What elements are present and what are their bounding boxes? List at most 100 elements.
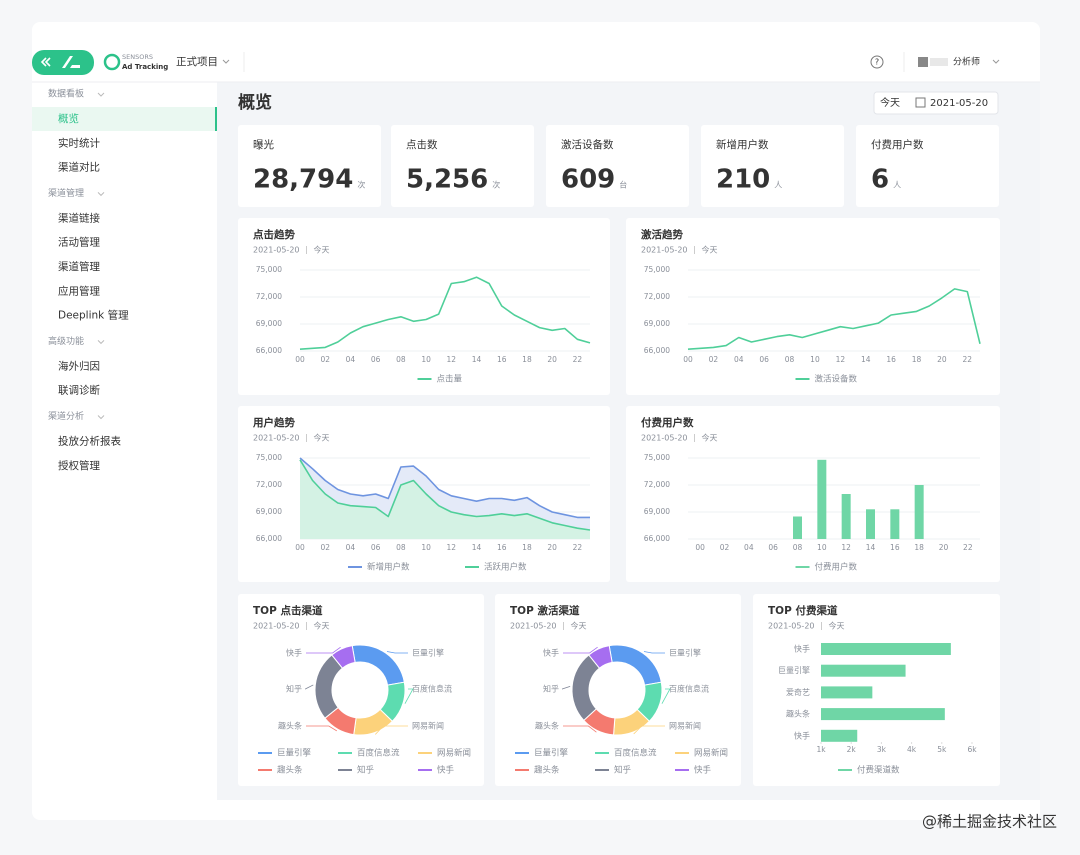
- kpi-unit: 人: [893, 181, 901, 190]
- date-picker[interactable]: [873, 91, 999, 115]
- nav-item[interactable]: 活动管理: [58, 236, 100, 249]
- x-tick-label: 10: [421, 355, 431, 364]
- x-tick-label: 00: [695, 543, 705, 552]
- x-tick-label: 22: [963, 355, 973, 364]
- kpi-label: 点击数: [406, 138, 438, 151]
- nav-item[interactable]: 渠道对比: [58, 161, 100, 174]
- legend-label: 点击量: [437, 374, 463, 385]
- kpi-unit: 人: [774, 181, 782, 190]
- donut-segment: [588, 645, 613, 669]
- y-tick-label: 69,000: [256, 319, 282, 328]
- date-preset: 今天: [880, 96, 900, 109]
- page-title: 概览: [238, 92, 272, 113]
- chart-card: [626, 406, 1000, 582]
- x-tick-label: 14: [472, 543, 482, 552]
- legend-label: 趣头条: [534, 765, 560, 776]
- brand-icon: [103, 53, 121, 71]
- y-tick-label: 66,000: [256, 534, 282, 543]
- leader-line: [661, 688, 671, 704]
- x-tick-label: 1k: [816, 745, 826, 754]
- chart-title: 点击趋势: [253, 228, 295, 241]
- chart-range: 今天: [314, 433, 330, 443]
- kpi-card: [701, 125, 844, 207]
- leader-line: [563, 725, 597, 733]
- leader-line: [305, 684, 314, 690]
- caret: [97, 340, 105, 345]
- x-tick-label: 14: [866, 543, 876, 552]
- slice-label: 知乎: [286, 684, 302, 694]
- slice-label: 快手: [543, 648, 559, 658]
- y-tick-label: 66,000: [644, 534, 670, 543]
- nav-item[interactable]: 渠道管理: [58, 260, 100, 273]
- chart-range: 今天: [314, 245, 330, 255]
- x-tick-label: 16: [890, 543, 900, 552]
- nav-item[interactable]: 应用管理: [58, 284, 100, 297]
- kpi-label: 付费用户数: [871, 138, 924, 151]
- user-name[interactable]: 分析师: [953, 56, 980, 68]
- area: [300, 459, 590, 539]
- nav-item[interactable]: 实时统计: [58, 136, 100, 149]
- bar: [914, 485, 924, 539]
- kpi-card: [546, 125, 689, 207]
- leader-line: [562, 686, 571, 690]
- nav-item[interactable]: 联调诊断: [58, 384, 100, 397]
- x-tick-label: 20: [939, 543, 949, 552]
- slice-label: 快手: [286, 648, 302, 658]
- caret: [222, 59, 230, 64]
- legend-label: 巨量引擎: [534, 748, 569, 759]
- x-tick-label: 08: [396, 543, 406, 552]
- chart-date: 2021-05-20: [253, 246, 300, 255]
- chart-card: [495, 594, 741, 786]
- x-tick-label: 12: [841, 543, 851, 552]
- watermark: @稀土掘金技术社区: [922, 813, 1057, 831]
- x-tick-label: 08: [785, 355, 795, 364]
- legend-label: 巨量引擎: [277, 748, 312, 759]
- project-select[interactable]: 正式项目: [176, 55, 218, 68]
- brand: SENSORS: [122, 53, 153, 61]
- bar: [817, 459, 827, 539]
- kpi-unit: 台: [619, 180, 627, 190]
- help-icon[interactable]: [870, 55, 884, 69]
- date: 2021-05-20: [930, 98, 988, 109]
- nav-item[interactable]: 投放分析报表: [58, 435, 121, 448]
- nav-item[interactable]: 海外归因: [58, 359, 100, 372]
- x-tick-label: 04: [346, 543, 356, 552]
- bar: [821, 664, 906, 677]
- caret: [97, 192, 105, 197]
- leader-line: [386, 651, 408, 654]
- collapse-button[interactable]: [32, 50, 94, 75]
- x-tick-label: 14: [861, 355, 871, 364]
- bar: [821, 708, 945, 721]
- x-tick-label: 04: [346, 355, 356, 364]
- legend-label: 知乎: [357, 765, 375, 776]
- kpi-label: 新增用户数: [716, 138, 769, 151]
- nav-item[interactable]: Deeplink 管理: [58, 309, 129, 322]
- y-tick-label: 66,000: [644, 346, 670, 355]
- bar: [821, 643, 951, 655]
- x-tick-label: 2k: [847, 745, 857, 754]
- leader-line: [306, 646, 341, 654]
- x-tick-label: 3k: [877, 745, 887, 754]
- leader-line: [633, 725, 665, 735]
- kpi-unit: 次: [357, 180, 365, 190]
- leader-line: [643, 651, 665, 654]
- y-tick-label: 69,000: [644, 507, 670, 516]
- legend-label: 网易新闻: [694, 748, 728, 759]
- nav-item[interactable]: 渠道链接: [58, 211, 100, 224]
- slice-label: 网易新闻: [669, 721, 701, 731]
- x-tick-label: 10: [817, 543, 827, 552]
- x-tick-label: 06: [371, 355, 381, 364]
- x-tick-label: 06: [371, 543, 381, 552]
- y-tick-label: 69,000: [644, 319, 670, 328]
- nav-item[interactable]: 授权管理: [58, 459, 100, 472]
- line: [687, 288, 981, 350]
- nav-item[interactable]: 概览: [58, 112, 79, 125]
- y-tick-label: 69,000: [256, 507, 282, 516]
- legend-label: 百度信息流: [357, 748, 400, 759]
- bar: [821, 729, 858, 742]
- x-tick-label: 12: [447, 355, 457, 364]
- nav-group: 渠道管理: [48, 187, 84, 199]
- chart-date: 2021-05-20: [253, 622, 300, 631]
- product: Ad Tracking: [122, 63, 168, 71]
